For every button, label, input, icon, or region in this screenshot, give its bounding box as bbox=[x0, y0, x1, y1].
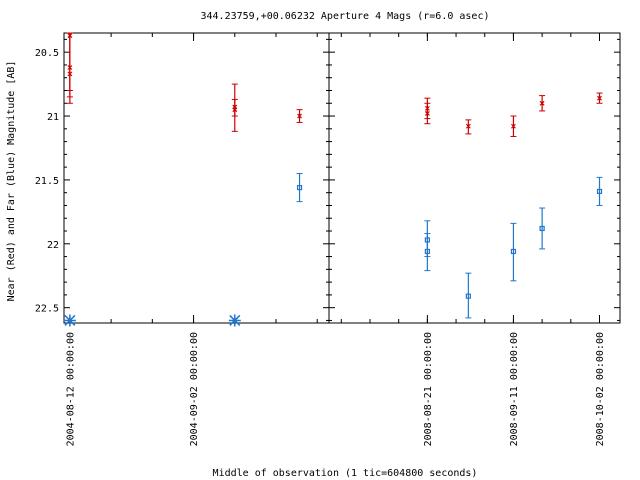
data-point bbox=[510, 222, 517, 282]
square-marker bbox=[596, 188, 603, 195]
data-point bbox=[424, 102, 431, 125]
cross-marker bbox=[297, 113, 302, 119]
data-point bbox=[465, 272, 472, 319]
square-marker bbox=[510, 248, 517, 255]
data-point bbox=[596, 92, 603, 104]
plot-panels bbox=[63, 32, 621, 324]
cross-marker bbox=[232, 104, 238, 110]
data-point bbox=[424, 233, 431, 272]
cross-marker bbox=[539, 100, 545, 106]
data-point bbox=[465, 119, 472, 135]
data-point bbox=[63, 314, 76, 327]
square-marker bbox=[539, 225, 545, 232]
data-points bbox=[63, 32, 603, 327]
cross-marker bbox=[424, 111, 430, 116]
data-point bbox=[296, 109, 303, 123]
square-marker bbox=[296, 184, 303, 191]
cross-marker bbox=[465, 123, 471, 129]
plot-panel-frame bbox=[63, 32, 330, 324]
asterisk-marker bbox=[228, 314, 241, 327]
data-point bbox=[296, 173, 303, 203]
x-tick-label: 2008-10-02 00:00:00 bbox=[595, 332, 606, 446]
cross-marker bbox=[511, 123, 516, 129]
chart-title: 344.23759,+00.06232 Aperture 4 Mags (r=6… bbox=[201, 11, 490, 22]
y-axis-label: Near (Red) and Far (Blue) Magnitude [AB] bbox=[6, 61, 17, 302]
data-point bbox=[539, 207, 546, 250]
y-tick-label: 22 bbox=[47, 240, 59, 251]
cross-marker bbox=[597, 95, 602, 101]
square-marker bbox=[465, 293, 471, 299]
data-point bbox=[510, 115, 517, 137]
asterisk-marker bbox=[63, 314, 76, 327]
x-tick-label: 2004-08-12 00:00:00 bbox=[65, 332, 76, 446]
cross-marker bbox=[67, 71, 73, 77]
y-tick-label: 21 bbox=[47, 112, 59, 123]
plot-panel-frame bbox=[328, 32, 621, 324]
data-point bbox=[539, 95, 546, 112]
x-tick-label: 2008-09-11 00:00:00 bbox=[509, 332, 520, 446]
x-tick-label: 2008-08-21 00:00:00 bbox=[423, 332, 434, 446]
data-point bbox=[228, 314, 241, 327]
y-tick-label: 20.5 bbox=[35, 48, 59, 59]
square-marker bbox=[424, 248, 430, 255]
x-axis-label: Middle of observation (1 tic=604800 seco… bbox=[213, 468, 478, 479]
axes: 2004-08-12 00:00:00 2004-09-02 00:00:00 20… bbox=[35, 33, 620, 446]
data-point bbox=[66, 32, 73, 98]
x-tick-label: 2004-09-02 00:00:00 bbox=[189, 332, 200, 446]
y-tick-label: 21.5 bbox=[35, 176, 59, 187]
data-point bbox=[231, 98, 238, 117]
y-tick-label: 22.5 bbox=[35, 304, 59, 315]
data-point bbox=[596, 176, 603, 206]
